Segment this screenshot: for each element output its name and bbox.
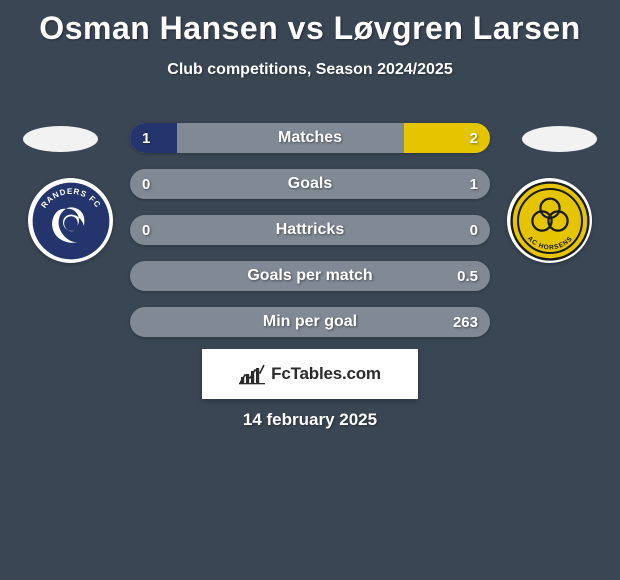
flag-right — [522, 126, 597, 152]
chart-icon — [239, 363, 265, 385]
page-title: Osman Hansen vs Løvgren Larsen — [0, 0, 620, 47]
date-label: 14 february 2025 — [0, 410, 620, 430]
stat-label: Hattricks — [130, 215, 490, 245]
stat-row: 00Hattricks — [130, 215, 490, 245]
flag-left — [23, 126, 98, 152]
ac-horsens-icon: AC HORSENS — [510, 181, 590, 261]
randers-fc-icon: RANDERS FC — [31, 181, 111, 261]
club-logo-left: RANDERS FC — [28, 178, 113, 263]
stat-label: Matches — [130, 123, 490, 153]
stat-row: 12Matches — [130, 123, 490, 153]
stats-bars: 12Matches 01Goals 00Hattricks 0.5Goals per … — [130, 123, 490, 353]
stat-row: 0.5Goals per match — [130, 261, 490, 291]
stat-label: Goals per match — [130, 261, 490, 291]
club-logo-right: AC HORSENS — [507, 178, 592, 263]
stat-row: 01Goals — [130, 169, 490, 199]
subtitle: Club competitions, Season 2024/2025 — [0, 61, 620, 79]
stat-label: Goals — [130, 169, 490, 199]
brand-text: FcTables.com — [271, 364, 381, 384]
stat-row: 263Min per goal — [130, 307, 490, 337]
stat-label: Min per goal — [130, 307, 490, 337]
brand-box: FcTables.com — [202, 349, 418, 399]
